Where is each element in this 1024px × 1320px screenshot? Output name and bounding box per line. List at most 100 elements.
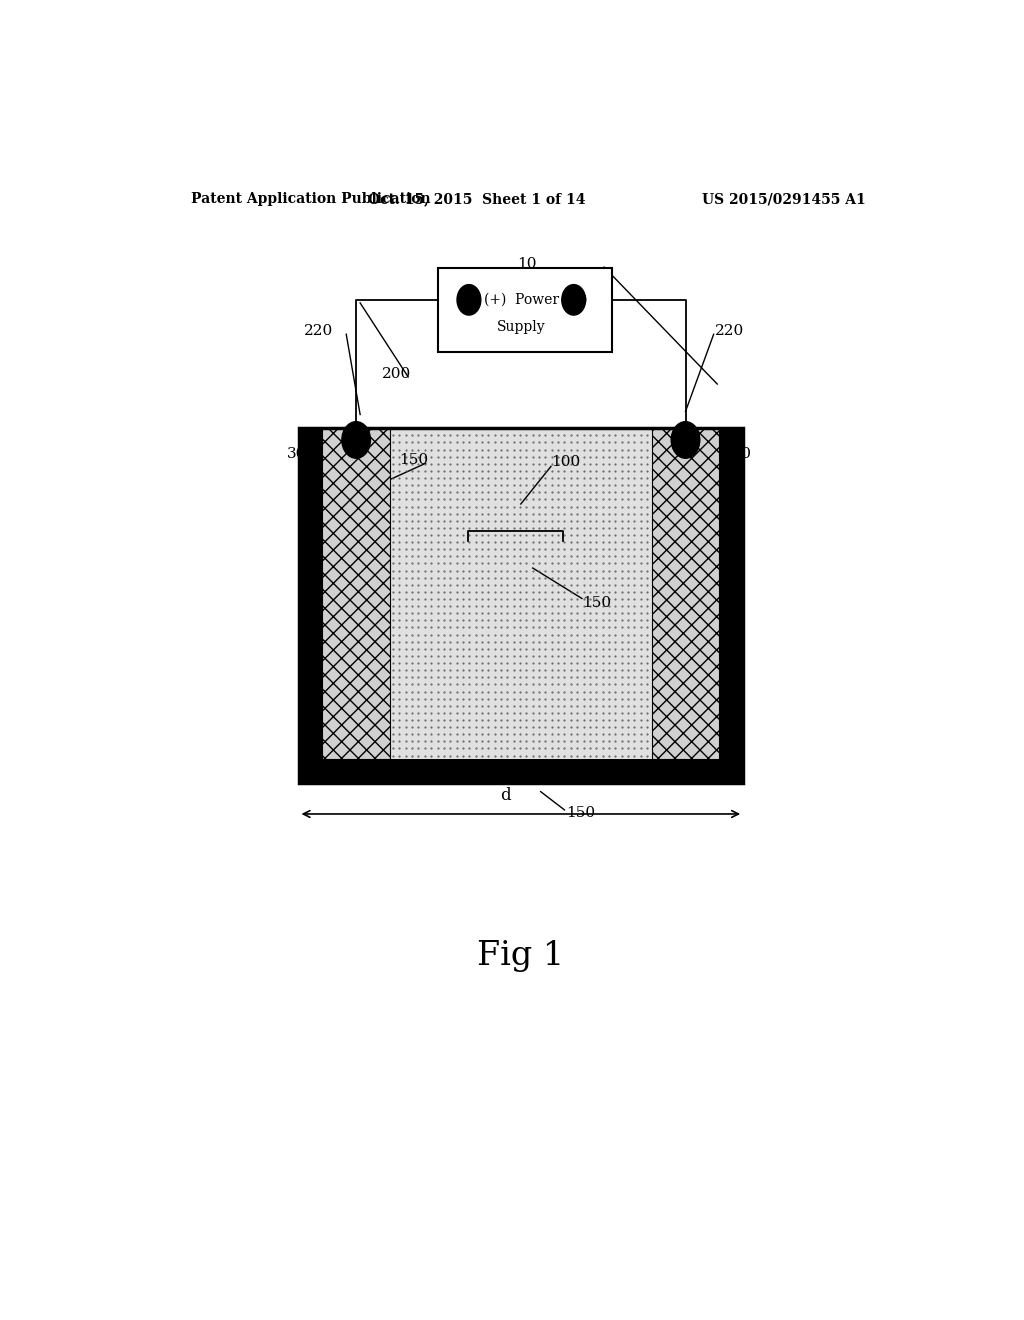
Point [499,589,515,610]
Point [582,432,598,453]
Point [620,723,636,744]
Point [486,467,503,488]
Point [449,610,465,631]
Point [601,560,617,581]
Point [601,624,617,645]
Point [461,453,477,474]
Point [613,581,630,602]
Point [538,610,554,631]
Point [550,652,566,673]
Point [397,696,414,717]
Point [613,723,630,744]
Point [397,417,414,438]
Point [626,553,642,574]
Point [499,453,515,474]
Point [607,496,624,517]
Point [449,702,465,723]
Point [442,574,459,595]
Point [411,738,427,759]
Point [633,581,649,602]
Point [411,432,427,453]
Point [449,532,465,553]
Point [429,568,445,589]
Point [626,660,642,681]
Point [385,539,401,560]
Point [538,440,554,461]
Point [512,645,528,667]
Point [575,738,592,759]
Point [499,532,515,553]
Point [607,511,624,532]
Point [506,603,522,624]
Point [455,532,471,553]
Point [524,539,541,560]
Point [397,517,414,539]
Point [626,560,642,581]
Point [480,696,497,717]
Point [582,581,598,602]
Point [417,539,433,560]
Point [626,482,642,503]
Point [474,453,490,474]
Point [594,595,610,616]
Point [493,446,509,467]
Point [506,688,522,709]
Point [467,503,483,524]
Point [544,568,560,589]
Text: d: d [500,787,510,804]
Point [530,432,547,453]
Point [530,731,547,752]
Point [562,645,579,667]
Point [442,744,459,766]
Point [474,639,490,660]
Point [429,539,445,560]
Text: 150: 150 [566,807,595,820]
Point [601,660,617,681]
Point [518,503,535,524]
Point [575,453,592,474]
Point [626,568,642,589]
Point [518,639,535,660]
Point [626,539,642,560]
Point [594,417,610,438]
Text: 300: 300 [287,447,315,461]
Point [512,595,528,616]
Point [530,560,547,581]
Point [518,744,535,766]
Point [493,731,509,752]
Point [518,475,535,496]
Point [575,639,592,660]
Point [493,496,509,517]
Point [423,524,439,545]
Point [435,717,452,738]
Point [461,688,477,709]
Point [538,717,554,738]
Point [607,744,624,766]
Point [385,603,401,624]
Point [594,645,610,667]
Point [556,475,572,496]
Point [423,696,439,717]
Point [556,453,572,474]
Point [442,553,459,574]
Point [449,603,465,624]
Point [391,482,408,503]
Point [486,631,503,652]
Point [633,610,649,631]
Point [411,660,427,681]
Point [594,553,610,574]
Point [461,581,477,602]
Point [480,488,497,510]
Point [588,539,604,560]
Point [499,461,515,482]
Point [493,717,509,738]
Point [411,589,427,610]
Point [442,417,459,438]
Point [575,717,592,738]
Point [486,532,503,553]
Point [626,524,642,545]
Point [613,744,630,766]
Point [575,503,592,524]
Point [417,446,433,467]
Point [620,660,636,681]
